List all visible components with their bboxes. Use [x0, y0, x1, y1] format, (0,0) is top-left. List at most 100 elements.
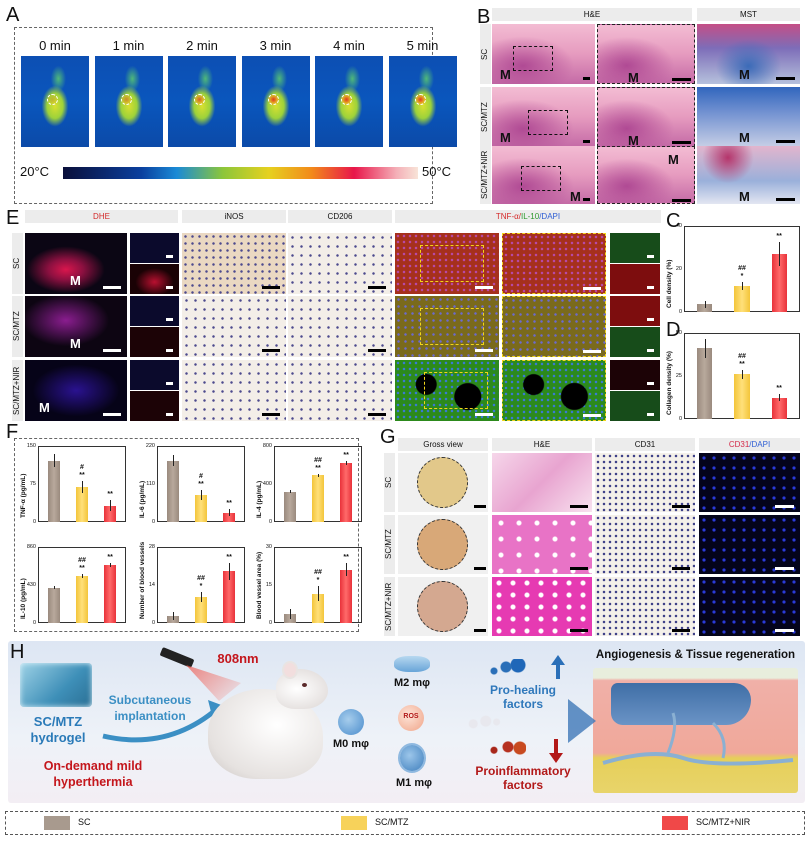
histology-tile: M [597, 146, 695, 204]
scale-bar [775, 567, 794, 570]
he-tile [492, 577, 592, 636]
y-tick-label: 430 [26, 582, 36, 588]
pro-healing-dots-icon [486, 659, 526, 679]
chart-y-axis-label: Collagen density (%) [666, 351, 673, 415]
ihc-tile [182, 360, 286, 421]
implant-marker: M [739, 67, 750, 82]
bar-sc-mtz-nir [340, 569, 352, 623]
y-tick-label: 0 [151, 620, 155, 626]
scale-bar [262, 349, 280, 352]
bar-sc-mtz-nir [771, 253, 787, 312]
col-header-cd206: CD206 [288, 210, 392, 223]
zoom-region-box [528, 110, 568, 135]
group-legend: SC SC/MTZ SC/MTZ+NIR [5, 811, 805, 835]
implant-gross-image [417, 457, 468, 508]
histology-tile: M [697, 24, 800, 84]
chart-collagen-density: Collagen density (%) 0 25 50 ## ** ** [664, 330, 804, 423]
significance-marker: ** [343, 554, 349, 562]
row-header-g: SC/MTZ [384, 515, 395, 574]
significance-marker: ## [314, 456, 322, 464]
gross-view-tile [398, 515, 488, 574]
implant-marker: M [39, 400, 50, 415]
scale-bar [776, 140, 795, 143]
y-tick-label: 50 [675, 330, 682, 336]
chart-il-6: IL-6 (pg/mL) 0 110 220 # ** ** [137, 443, 249, 526]
implant-marker: M [739, 189, 750, 204]
significance-marker: * [740, 272, 744, 280]
dhe-channel-tile [130, 296, 179, 326]
immunofluorescence-tile [610, 327, 660, 357]
thermal-time-label: 1 min [112, 38, 145, 53]
panel-letter-e: E [6, 207, 20, 229]
bar-sc-mtz-nir [771, 397, 787, 419]
immunofluorescence-tile [610, 233, 660, 263]
error-bar [201, 490, 202, 500]
scale-bar [672, 567, 690, 570]
row-header-e: SC/MTZ+NIR [12, 360, 23, 421]
cd31-dapi-tile [699, 453, 800, 512]
up-arrow-icon [551, 655, 565, 665]
implant-marker: M [500, 67, 511, 82]
error-bar [201, 592, 202, 603]
scale-bar [474, 567, 486, 570]
scale-bar [672, 505, 690, 508]
bar-sc-mtz-nir [104, 565, 116, 623]
heating-spot-marker [414, 94, 426, 105]
panel-letter-h: H [10, 641, 25, 663]
thermal-image [241, 56, 310, 147]
heating-spot-marker [120, 94, 132, 105]
significance-marker: ** [198, 481, 204, 489]
cd31-tile [595, 453, 695, 512]
significance-marker: ## [197, 575, 205, 583]
dapi-label: /DAPI [539, 212, 561, 221]
heating-spot-marker [47, 94, 58, 105]
scale-bar [475, 349, 493, 352]
m0-label: M0 mφ [333, 738, 369, 750]
colorbar-min-label: 20°C [20, 164, 50, 179]
down-arrow-icon [549, 753, 563, 763]
error-bar [82, 481, 83, 493]
implant-marker: M [500, 130, 511, 145]
panel-letter-a: A [6, 4, 20, 26]
error-bar [318, 586, 319, 602]
y-tick-label: 0 [268, 620, 272, 626]
he-tile [492, 515, 592, 574]
significance-marker: ** [315, 464, 321, 472]
slash-label: / [518, 212, 521, 221]
ros-label: ROS [403, 713, 419, 720]
up-arrow-shaft [556, 665, 560, 679]
scale-bar [647, 382, 654, 385]
proinflammatory-dots-icon [486, 737, 526, 759]
thermal-time-label: 4 min [333, 38, 365, 53]
bar-sc-mtz [195, 597, 207, 623]
dhe-channel-tile [130, 360, 179, 390]
chart-il-10: IL-10 (pg/mL) 0 430 860 ## ** ** [18, 544, 130, 627]
error-bar [110, 500, 112, 512]
row-header-g: SC/MTZ+NIR [384, 577, 395, 636]
significance-marker: * [199, 583, 203, 591]
scale-bar [583, 287, 601, 290]
scale-bar [166, 318, 173, 321]
dhe-channel-tile [130, 233, 179, 263]
y-tick-label: 15 [265, 582, 272, 588]
scale-bar [583, 414, 601, 417]
immunofluorescence-tile [610, 296, 660, 326]
implant-marker: M [70, 273, 81, 288]
y-tick-label: 0 [32, 519, 36, 525]
legend-swatch-sc [44, 816, 70, 830]
proinflammatory-label-2: factors [502, 778, 543, 792]
error-bar [779, 394, 781, 401]
error-bar [53, 585, 55, 590]
scale-bar [647, 318, 654, 321]
scale-bar [103, 286, 121, 289]
rat-illustration [198, 659, 338, 787]
dhe-fluorescence-tile: M [25, 296, 127, 357]
y-tick-label: 75 [29, 481, 36, 487]
m1-macrophage-icon [400, 745, 424, 771]
panel-letter-g: G [380, 426, 396, 448]
implant-gross-image [417, 581, 468, 632]
histology-tile: M [697, 87, 800, 147]
scale-bar [103, 349, 121, 352]
significance-marker: ** [739, 360, 745, 368]
laser-device-icon [159, 646, 195, 669]
